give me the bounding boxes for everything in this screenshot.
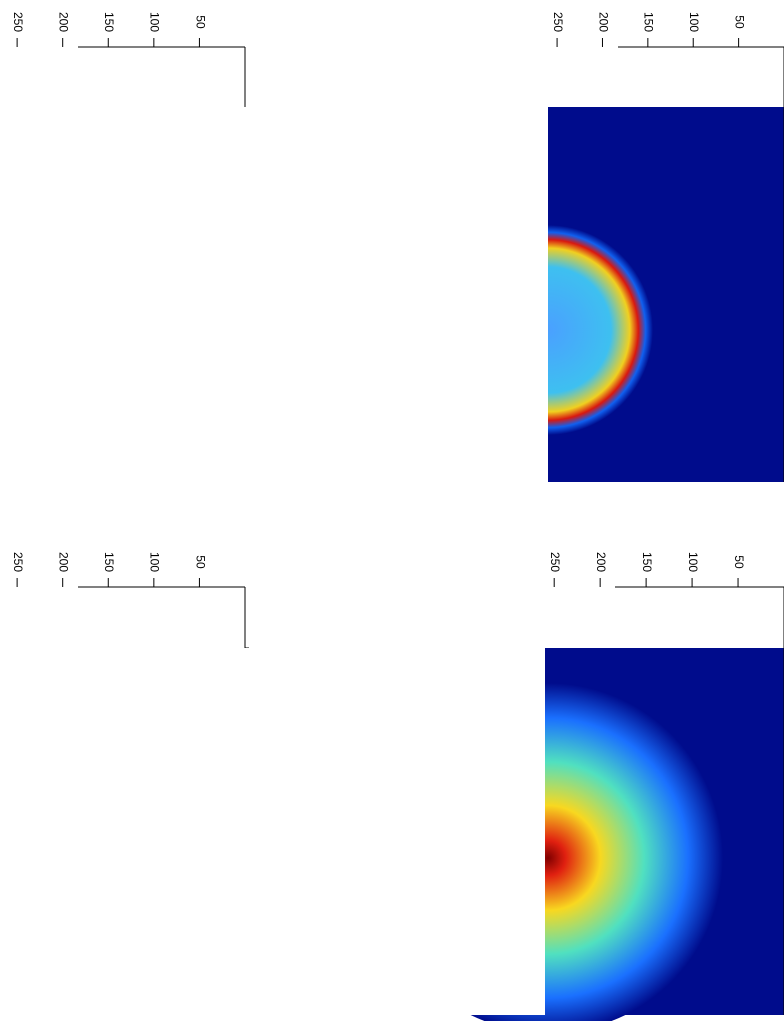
x-tick-label: 200 [57, 12, 71, 32]
mask [0, 648, 545, 1015]
x-tick-label: 100 [148, 552, 162, 572]
x-tick-label: 100 [148, 12, 162, 32]
x-tick-label: 150 [640, 552, 654, 572]
x-tick-label: 100 [686, 552, 700, 572]
x-tick-label: 200 [596, 12, 610, 32]
x-tick-label: 100 [687, 12, 701, 32]
x-tick-label: 250 [11, 12, 25, 32]
x-tick-label: 50 [193, 15, 207, 29]
x-tick-label: 200 [57, 552, 71, 572]
mask [0, 107, 548, 482]
x-tick-label: 50 [732, 555, 746, 569]
x-tick-label: 150 [102, 12, 116, 32]
x-tick-label: 50 [732, 15, 746, 29]
x-tick-label: 200 [594, 552, 608, 572]
x-tick-label: 150 [642, 12, 656, 32]
x-tick-label: 150 [102, 552, 116, 572]
x-tick-label: 50 [193, 555, 207, 569]
x-tick-label: 250 [548, 552, 562, 572]
x-tick-label: 250 [11, 552, 25, 572]
x-tick-label: 250 [551, 12, 565, 32]
